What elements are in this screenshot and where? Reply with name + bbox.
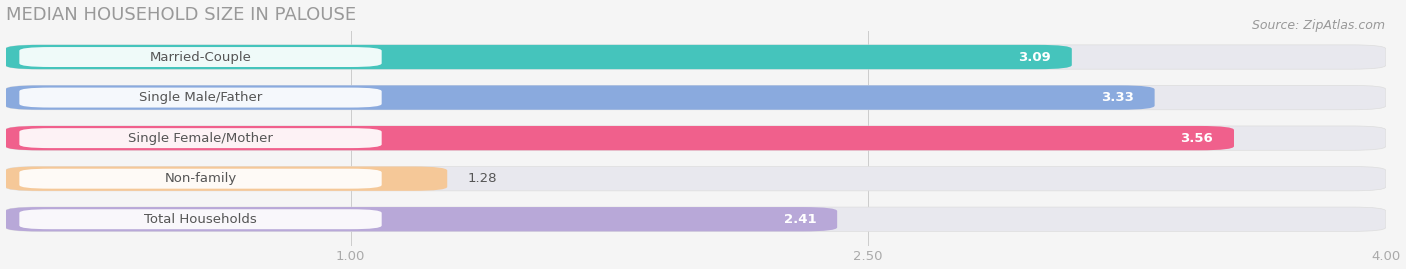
FancyBboxPatch shape [6,86,1386,110]
Text: Single Male/Father: Single Male/Father [139,91,262,104]
FancyBboxPatch shape [20,209,381,229]
Text: 3.56: 3.56 [1181,132,1213,145]
FancyBboxPatch shape [6,86,1154,110]
Text: Non-family: Non-family [165,172,236,185]
Text: MEDIAN HOUSEHOLD SIZE IN PALOUSE: MEDIAN HOUSEHOLD SIZE IN PALOUSE [6,6,356,24]
FancyBboxPatch shape [20,169,381,189]
Text: Married-Couple: Married-Couple [149,51,252,63]
Text: 3.33: 3.33 [1101,91,1133,104]
Text: Total Households: Total Households [145,213,257,226]
Text: 1.28: 1.28 [468,172,498,185]
FancyBboxPatch shape [6,167,447,191]
FancyBboxPatch shape [6,126,1386,150]
FancyBboxPatch shape [6,207,837,231]
FancyBboxPatch shape [20,128,381,148]
FancyBboxPatch shape [6,45,1071,69]
Text: 3.09: 3.09 [1018,51,1052,63]
FancyBboxPatch shape [6,167,1386,191]
FancyBboxPatch shape [20,88,381,108]
FancyBboxPatch shape [6,207,1386,231]
Text: Single Female/Mother: Single Female/Mother [128,132,273,145]
FancyBboxPatch shape [6,45,1386,69]
FancyBboxPatch shape [20,47,381,67]
Text: Source: ZipAtlas.com: Source: ZipAtlas.com [1251,19,1385,32]
FancyBboxPatch shape [6,126,1234,150]
Text: 2.41: 2.41 [783,213,817,226]
